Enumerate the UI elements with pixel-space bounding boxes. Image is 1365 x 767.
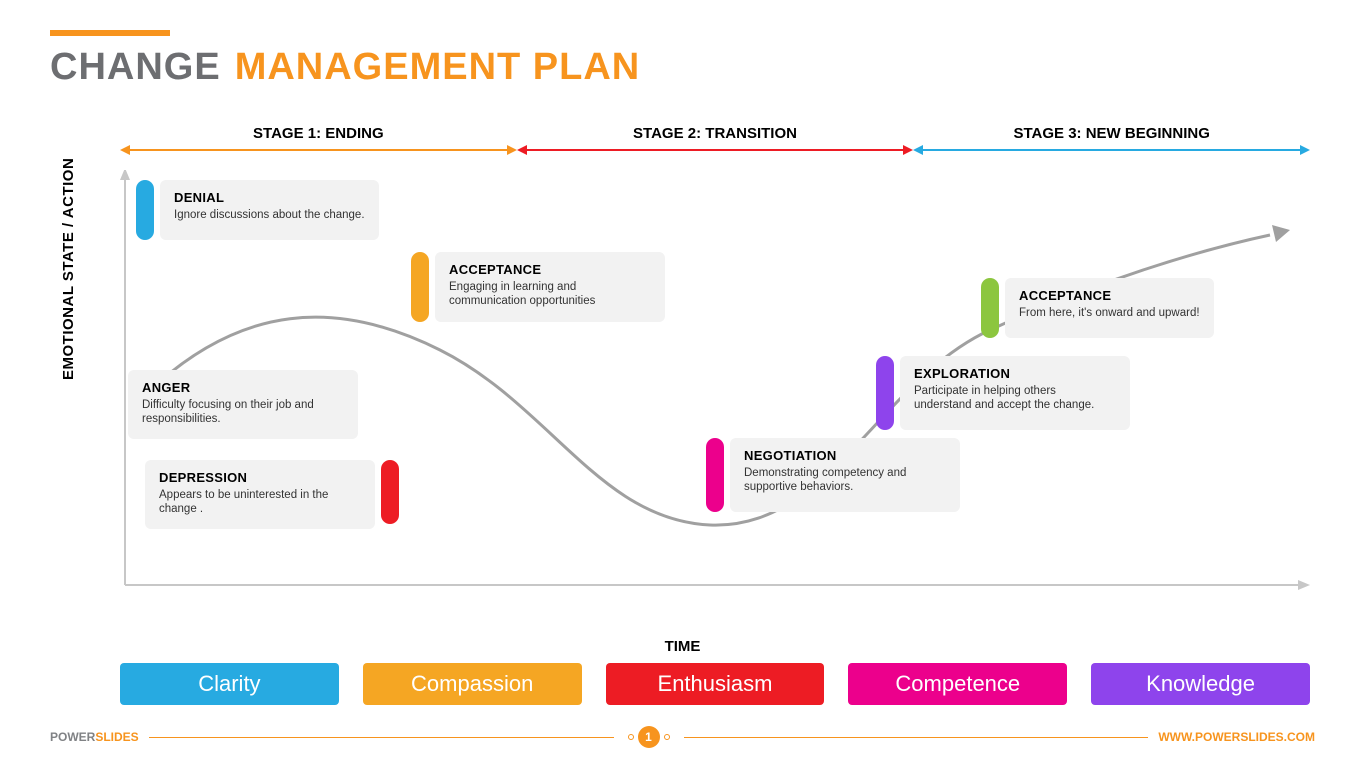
callout-title: ACCEPTANCE <box>1019 288 1200 303</box>
footer-dot-right <box>664 734 670 740</box>
x-axis-label: TIME <box>665 638 701 655</box>
stage-3-arrow <box>913 149 1310 151</box>
callout-desc: Engaging in learning and communication o… <box>449 280 651 309</box>
callout-depression: DEPRESSION Appears to be uninterested in … <box>145 460 405 529</box>
title-part1: CHANGE <box>50 46 221 89</box>
footer-rule-right <box>684 737 1149 738</box>
title-accent-bar <box>50 30 170 36</box>
callout-title: DEPRESSION <box>159 470 361 485</box>
footer-dot-left <box>628 734 634 740</box>
legend-knowledge: Knowledge <box>1091 663 1310 705</box>
stage-1: STAGE 1: ENDING <box>120 125 517 165</box>
stage-3-label: STAGE 3: NEW BEGINNING <box>1013 125 1209 142</box>
callout-card: DEPRESSION Appears to be uninterested in … <box>145 460 375 529</box>
footer-brand: POWERSLIDES <box>50 730 139 744</box>
callout-desc: Appears to be uninterested in the change… <box>159 488 361 517</box>
stage-2: STAGE 2: TRANSITION <box>517 125 914 165</box>
callout-denial: DENIAL Ignore discussions about the chang… <box>130 180 379 240</box>
legend-competence: Competence <box>848 663 1067 705</box>
curve-arrowhead <box>1272 225 1290 242</box>
callout-card: NEGOTIATION Demonstrating competency and … <box>730 438 960 512</box>
callout-desc: From here, it's onward and upward! <box>1019 306 1200 320</box>
y-axis-label: EMOTIONAL STATE / ACTION <box>60 158 77 380</box>
stage-header: STAGE 1: ENDING STAGE 2: TRANSITION STAG… <box>120 125 1310 165</box>
legend-enthusiasm: Enthusiasm <box>606 663 825 705</box>
callout-exploration: EXPLORATION Participate in helping others… <box>870 356 1130 430</box>
callout-desc: Participate in helping others understand… <box>914 384 1116 413</box>
footer-url: WWW.POWERSLIDES.COM <box>1158 730 1315 744</box>
callout-pill <box>136 180 154 240</box>
callout-acceptance: ACCEPTANCE From here, it's onward and upw… <box>975 278 1214 338</box>
callout-card: ACCEPTANCE Engaging in learning and commu… <box>435 252 665 322</box>
footer-brand-light: SLIDES <box>95 730 138 744</box>
callout-title: EXPLORATION <box>914 366 1116 381</box>
callout-pill <box>981 278 999 338</box>
callout-pill <box>381 460 399 524</box>
callout-title: NEGOTIATION <box>744 448 946 463</box>
x-axis-arrowhead <box>1298 580 1310 590</box>
callout-card: ANGER Difficulty focusing on their job an… <box>128 370 358 439</box>
stage-2-label: STAGE 2: TRANSITION <box>633 125 797 142</box>
callout-negotiation: NEGOTIATION Demonstrating competency and … <box>700 438 960 512</box>
callout-pill <box>876 356 894 430</box>
stage-3: STAGE 3: NEW BEGINNING <box>913 125 1310 165</box>
callout-title: ANGER <box>142 380 344 395</box>
callout-acceptance: ACCEPTANCE Engaging in learning and commu… <box>405 252 665 322</box>
footer: POWERSLIDES 1 WWW.POWERSLIDES.COM <box>50 725 1315 749</box>
legend-row: Clarity Compassion Enthusiasm Competence… <box>120 663 1310 705</box>
y-axis-arrowhead <box>120 170 130 180</box>
legend-compassion: Compassion <box>363 663 582 705</box>
legend-clarity: Clarity <box>120 663 339 705</box>
callout-title: DENIAL <box>174 190 365 205</box>
callout-card: EXPLORATION Participate in helping others… <box>900 356 1130 430</box>
footer-rule-left <box>149 737 614 738</box>
stage-1-arrow <box>120 149 517 151</box>
page-title: CHANGE MANAGEMENT PLAN <box>50 46 1315 89</box>
callout-card: DENIAL Ignore discussions about the chang… <box>160 180 379 240</box>
callout-card: ACCEPTANCE From here, it's onward and upw… <box>1005 278 1214 338</box>
callout-title: ACCEPTANCE <box>449 262 651 277</box>
stage-1-label: STAGE 1: ENDING <box>253 125 384 142</box>
callout-desc: Difficulty focusing on their job and res… <box>142 398 344 427</box>
stage-2-arrow <box>517 149 914 151</box>
callout-anger: ANGER Difficulty focusing on their job an… <box>128 370 358 439</box>
callout-desc: Ignore discussions about the change. <box>174 208 365 222</box>
title-part2: MANAGEMENT PLAN <box>235 46 641 89</box>
callout-desc: Demonstrating competency and supportive … <box>744 466 946 495</box>
footer-brand-strong: POWER <box>50 730 95 744</box>
footer-page-number: 1 <box>638 726 660 748</box>
callout-pill <box>411 252 429 322</box>
callout-pill <box>706 438 724 512</box>
